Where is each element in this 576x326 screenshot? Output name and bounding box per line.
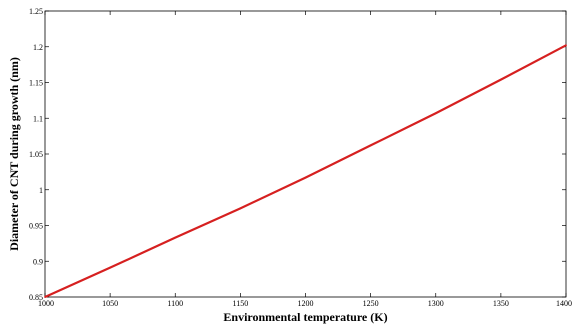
plot-area	[44, 10, 567, 298]
y-tick-label: 0.85	[29, 293, 43, 302]
data-point	[434, 112, 437, 115]
data-point	[44, 296, 46, 298]
y-tick-label: 1.1	[33, 114, 43, 123]
x-tick-label: 1150	[233, 299, 249, 308]
data-point	[304, 176, 307, 179]
y-tick-label: 0.95	[29, 222, 43, 231]
y-tick-label: 1.2	[33, 43, 43, 52]
x-tick-label: 1300	[428, 299, 444, 308]
data-point	[109, 266, 112, 269]
x-tick-label: 1200	[298, 299, 314, 308]
x-axis-title: Environmental temperature (K)	[223, 310, 387, 324]
data-point	[239, 207, 242, 210]
data-point	[174, 236, 177, 239]
y-tick-label: 1	[39, 186, 43, 195]
x-tick-label: 1250	[363, 299, 379, 308]
x-tick-label: 1050	[102, 299, 118, 308]
series-line-0	[44, 44, 567, 299]
x-tick-label: 1400	[556, 299, 572, 308]
y-tick-label: 1.05	[29, 150, 43, 159]
x-tick-label: 1350	[493, 299, 509, 308]
y-axis-ticks: 0.85 0.9 0.95 1 1.05 1.1 1.15 1.2 1.25	[29, 7, 566, 302]
x-axis-ticks: 1000 1050 1100 1150 1200 1250 1300 1350 1400	[38, 11, 572, 308]
data-point	[565, 44, 567, 47]
x-tick-label: 1000	[38, 299, 54, 308]
data-point	[369, 144, 372, 147]
y-tick-label: 1.25	[29, 7, 43, 16]
x-tick-label: 1100	[167, 299, 183, 308]
y-tick-label: 1.15	[29, 79, 43, 88]
plot-frame	[44, 10, 567, 298]
y-tick-label: 0.9	[33, 257, 43, 266]
series-layer	[44, 44, 567, 299]
y-axis-title: Diameter of CNT during growth (nm)	[7, 57, 21, 251]
data-point	[499, 78, 502, 81]
